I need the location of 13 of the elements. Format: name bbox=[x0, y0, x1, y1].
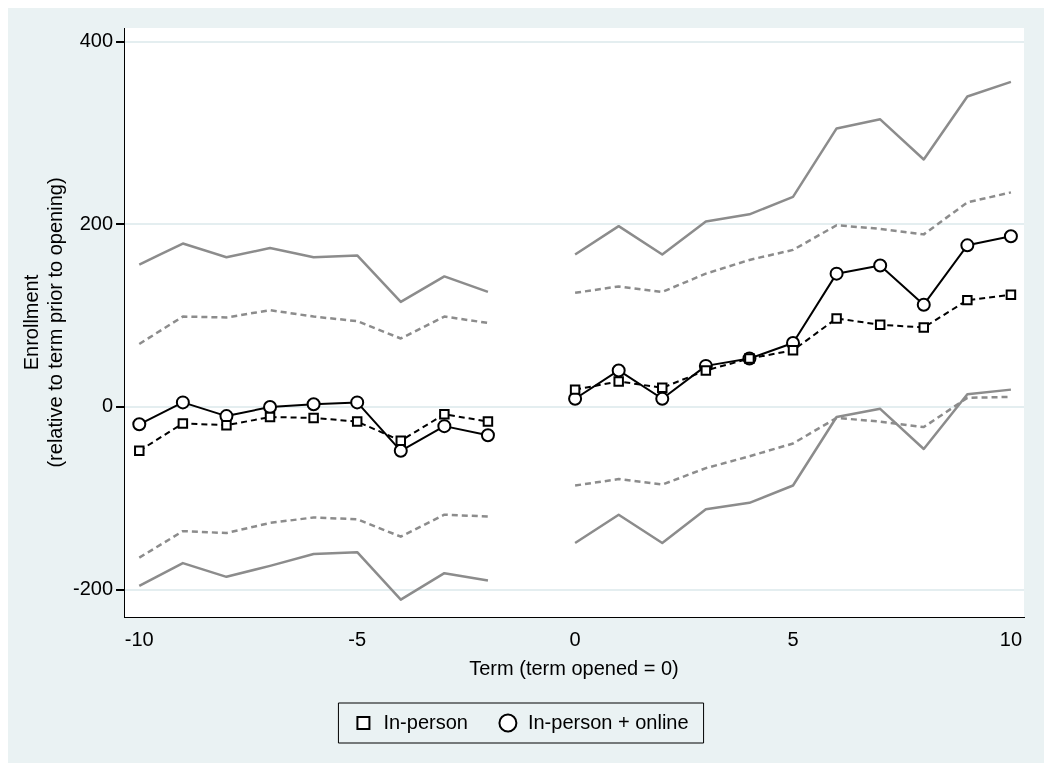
y-tick-label: -200 bbox=[73, 577, 114, 600]
y-axis-title: Enrollment (relative to term prior to opening) bbox=[19, 177, 66, 468]
x-tick-label: 10 bbox=[999, 627, 1023, 650]
y-tick-label: 200 bbox=[79, 211, 114, 234]
x-tick-label: -10 bbox=[124, 627, 154, 650]
legend-label: In-person + online bbox=[527, 710, 689, 733]
y-tick-label: 400 bbox=[79, 29, 114, 52]
y-tick-label: 0 bbox=[101, 394, 114, 417]
x-tick-label: 0 bbox=[569, 627, 581, 650]
x-tick-label: 5 bbox=[787, 627, 799, 650]
legend-label: In-person bbox=[383, 710, 468, 733]
x-tick-label: -5 bbox=[348, 627, 367, 650]
x-axis-title: Term (term opened = 0) bbox=[469, 656, 679, 679]
